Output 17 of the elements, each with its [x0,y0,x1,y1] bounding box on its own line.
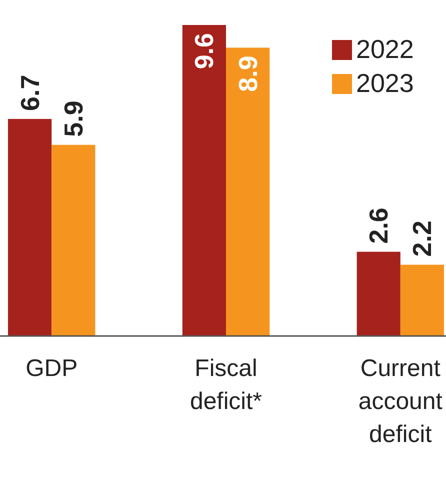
legend-label: 2023 [356,68,414,98]
bar [356,252,400,336]
data-label: 2.2 [407,220,438,257]
data-label: 2.6 [364,208,394,244]
data-label: 9.6 [189,33,220,70]
data-label: 6.7 [14,74,45,111]
bar [52,144,96,336]
data-label: 5.9 [58,100,88,137]
bar [182,25,226,336]
legend-label: 2022 [356,34,414,64]
bar [226,48,270,336]
bar [8,118,52,336]
x-tick-label: Fiscal deficit* [190,355,262,415]
x-tick-label: GDP [26,355,78,382]
bar [400,264,444,336]
x-tick-label: Current account deficit [358,355,443,448]
data-label: 8.9 [232,56,263,92]
